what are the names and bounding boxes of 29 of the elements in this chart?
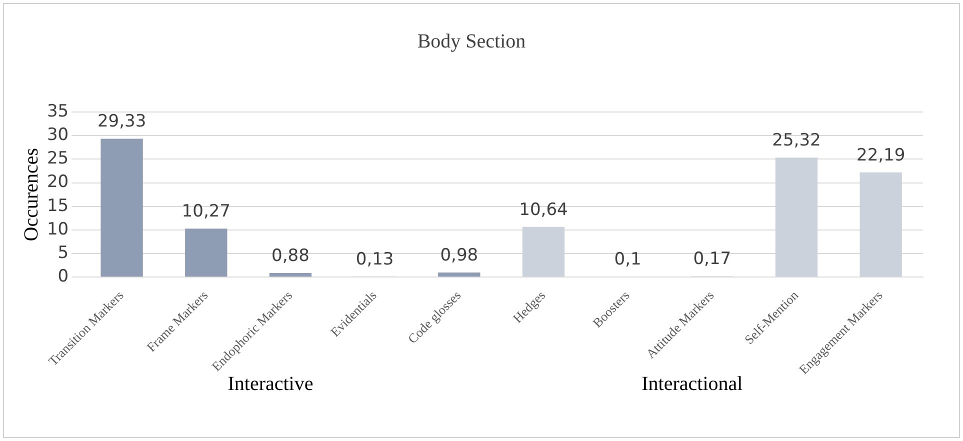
data-label: 0,1	[614, 250, 642, 270]
y-tick-label: 35	[46, 101, 69, 122]
data-label: 0,13	[356, 249, 394, 270]
y-tick-label: 25	[46, 148, 69, 169]
data-label: 22,19	[856, 145, 906, 166]
y-tick-label: 10	[46, 219, 69, 240]
data-label: 10,64	[519, 200, 568, 220]
bar	[522, 226, 565, 277]
bar	[185, 228, 228, 277]
data-label: 0,98	[440, 245, 478, 266]
bar	[860, 172, 902, 277]
y-tick-label: 20	[46, 172, 69, 192]
text: Interactive	[228, 373, 314, 395]
text: Interactional	[642, 373, 744, 395]
data-label: 0,17	[693, 249, 732, 270]
y-tick-label: 5	[58, 242, 69, 263]
y-tick-label: 30	[46, 125, 69, 146]
chart-title: Body Section	[417, 30, 526, 52]
bar	[438, 272, 480, 277]
y-axis-title: Occurences	[20, 148, 42, 242]
data-label: 29,33	[97, 112, 146, 132]
data-label: 10,27	[182, 202, 230, 222]
bar	[775, 158, 818, 277]
y-tick-label: 0	[58, 266, 69, 287]
bar	[100, 138, 143, 277]
y-tick-label: 15	[46, 196, 69, 216]
data-label: 25,32	[772, 130, 821, 151]
bar	[269, 272, 312, 277]
data-label: 0,88	[272, 246, 310, 266]
